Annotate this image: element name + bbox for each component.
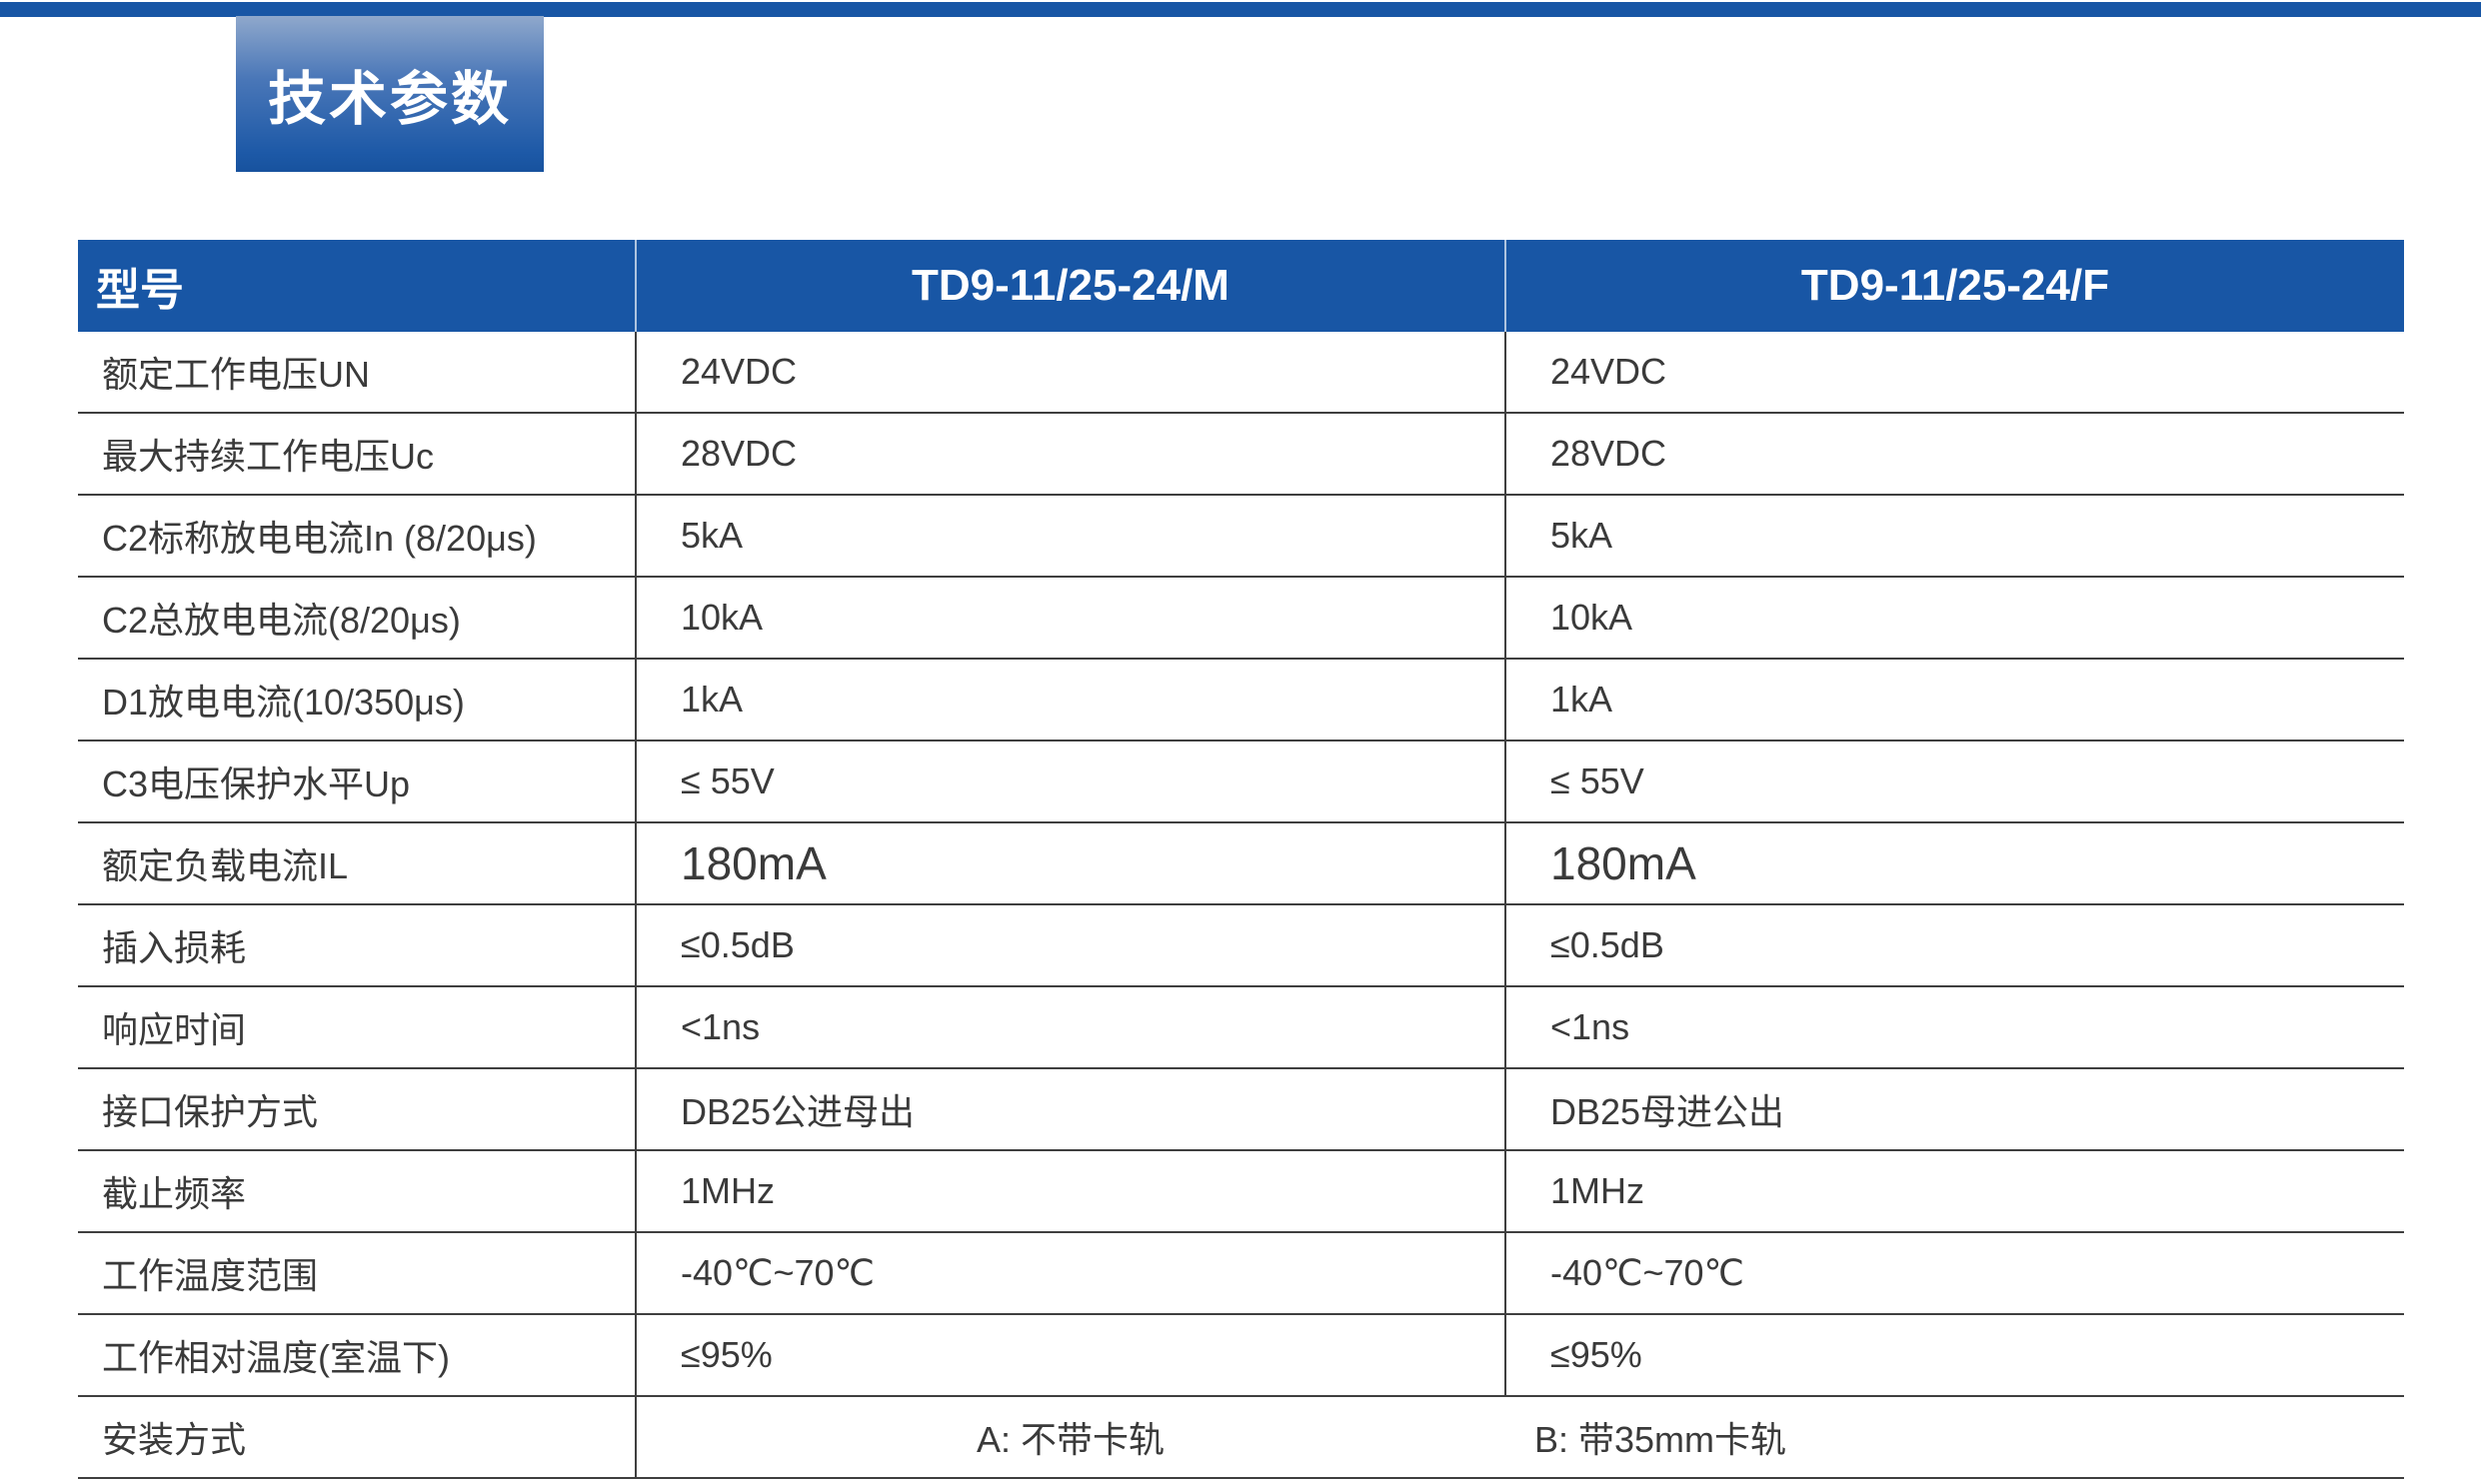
table-row: 最大持续工作电压Uc 28VDC 28VDC <box>78 414 2404 496</box>
row-label: 最大持续工作电压Uc <box>102 436 434 477</box>
table-row: 接口保护方式 DB25公进母出 DB25母进公出 <box>78 1069 2404 1151</box>
row-value-m: 1MHz <box>635 1151 1504 1231</box>
row-value-m: DB25公进母出 <box>635 1069 1504 1149</box>
row-value-merged: A: 不带卡轨 B: 带35mm卡轨 <box>635 1397 2404 1477</box>
table-row: C3电压保护水平Up ≤ 55V ≤ 55V <box>78 742 2404 823</box>
row-value-f: ≤0.5dB <box>1504 905 2404 985</box>
section-badge: 技术参数 <box>236 16 544 172</box>
table-row: 安装方式 A: 不带卡轨 B: 带35mm卡轨 <box>78 1397 2404 1479</box>
row-label: 插入损耗 <box>102 927 247 968</box>
spec-table: 型号 TD9-11/25-24/M TD9-11/25-24/F 额定工作电压U… <box>78 240 2404 1479</box>
row-value-m: 10kA <box>635 578 1504 658</box>
column-header-variant-f: TD9-11/25-24/F <box>1504 240 2404 332</box>
row-value-m: 1kA <box>635 660 1504 740</box>
row-value-f: 5kA <box>1504 496 2404 576</box>
row-value-m: 24VDC <box>635 332 1504 412</box>
row-value-f: 10kA <box>1504 578 2404 658</box>
row-value-f: 1MHz <box>1504 1151 2404 1231</box>
table-row: D1放电电流(10/350μs) 1kA 1kA <box>78 660 2404 742</box>
row-value-f: ≤95% <box>1504 1315 2404 1395</box>
row-value-f: 24VDC <box>1504 332 2404 412</box>
row-value-m: 180mA <box>635 823 1504 903</box>
table-row: 额定工作电压UN 24VDC 24VDC <box>78 332 2404 414</box>
row-label: 额定负载电流IL <box>102 845 349 886</box>
table-row: 额定负载电流IL 180mA 180mA <box>78 823 2404 905</box>
table-row: 工作温度范围 -40℃~70℃ -40℃~70℃ <box>78 1233 2404 1315</box>
row-value-m: ≤ 55V <box>635 742 1504 821</box>
row-value-f: -40℃~70℃ <box>1504 1233 2404 1313</box>
row-label: 工作温度范围 <box>102 1255 319 1296</box>
table-header-row: 型号 TD9-11/25-24/M TD9-11/25-24/F <box>78 240 2404 332</box>
row-value-m: ≤95% <box>635 1315 1504 1395</box>
top-accent-bar <box>0 2 2481 17</box>
column-header-variant-m: TD9-11/25-24/M <box>635 240 1504 332</box>
row-value-m: 28VDC <box>635 414 1504 494</box>
row-value-m: 5kA <box>635 496 1504 576</box>
row-label: 额定工作电压UN <box>102 354 370 395</box>
table-row: 工作相对温度(室温下) ≤95% ≤95% <box>78 1315 2404 1397</box>
row-label: C2总放电电流(8/20μs) <box>102 600 461 641</box>
table-row: 响应时间 <1ns <1ns <box>78 987 2404 1069</box>
row-label: C2标称放电电流In (8/20μs) <box>102 518 537 559</box>
table-row: 截止频率 1MHz 1MHz <box>78 1151 2404 1233</box>
table-body: 额定工作电压UN 24VDC 24VDC 最大持续工作电压Uc 28VDC 28… <box>78 332 2404 1479</box>
row-label: D1放电电流(10/350μs) <box>102 682 465 723</box>
row-value-m: ≤0.5dB <box>635 905 1504 985</box>
table-row: 插入损耗 ≤0.5dB ≤0.5dB <box>78 905 2404 987</box>
mount-option-b: B: 带35mm卡轨 <box>1534 1419 1787 1460</box>
row-label: 响应时间 <box>102 1009 247 1050</box>
row-value-f: 1kA <box>1504 660 2404 740</box>
row-label: 工作相对温度(室温下) <box>102 1337 450 1378</box>
row-label: 安装方式 <box>102 1419 247 1460</box>
row-value-f: DB25母进公出 <box>1504 1069 2404 1149</box>
row-value-f: ≤ 55V <box>1504 742 2404 821</box>
row-value-f: 28VDC <box>1504 414 2404 494</box>
mount-option-a: A: 不带卡轨 <box>976 1419 1166 1460</box>
table-row: C2标称放电电流In (8/20μs) 5kA 5kA <box>78 496 2404 578</box>
row-label: C3电压保护水平Up <box>102 763 411 804</box>
table-row: C2总放电电流(8/20μs) 10kA 10kA <box>78 578 2404 660</box>
row-value-f: <1ns <box>1504 987 2404 1067</box>
section-title: 技术参数 <box>267 67 512 132</box>
column-header-model: 型号 <box>96 266 184 315</box>
row-value-m: <1ns <box>635 987 1504 1067</box>
row-label: 截止频率 <box>102 1173 247 1214</box>
row-value-f: 180mA <box>1504 823 2404 903</box>
row-value-m: -40℃~70℃ <box>635 1233 1504 1313</box>
row-label: 接口保护方式 <box>102 1091 319 1132</box>
